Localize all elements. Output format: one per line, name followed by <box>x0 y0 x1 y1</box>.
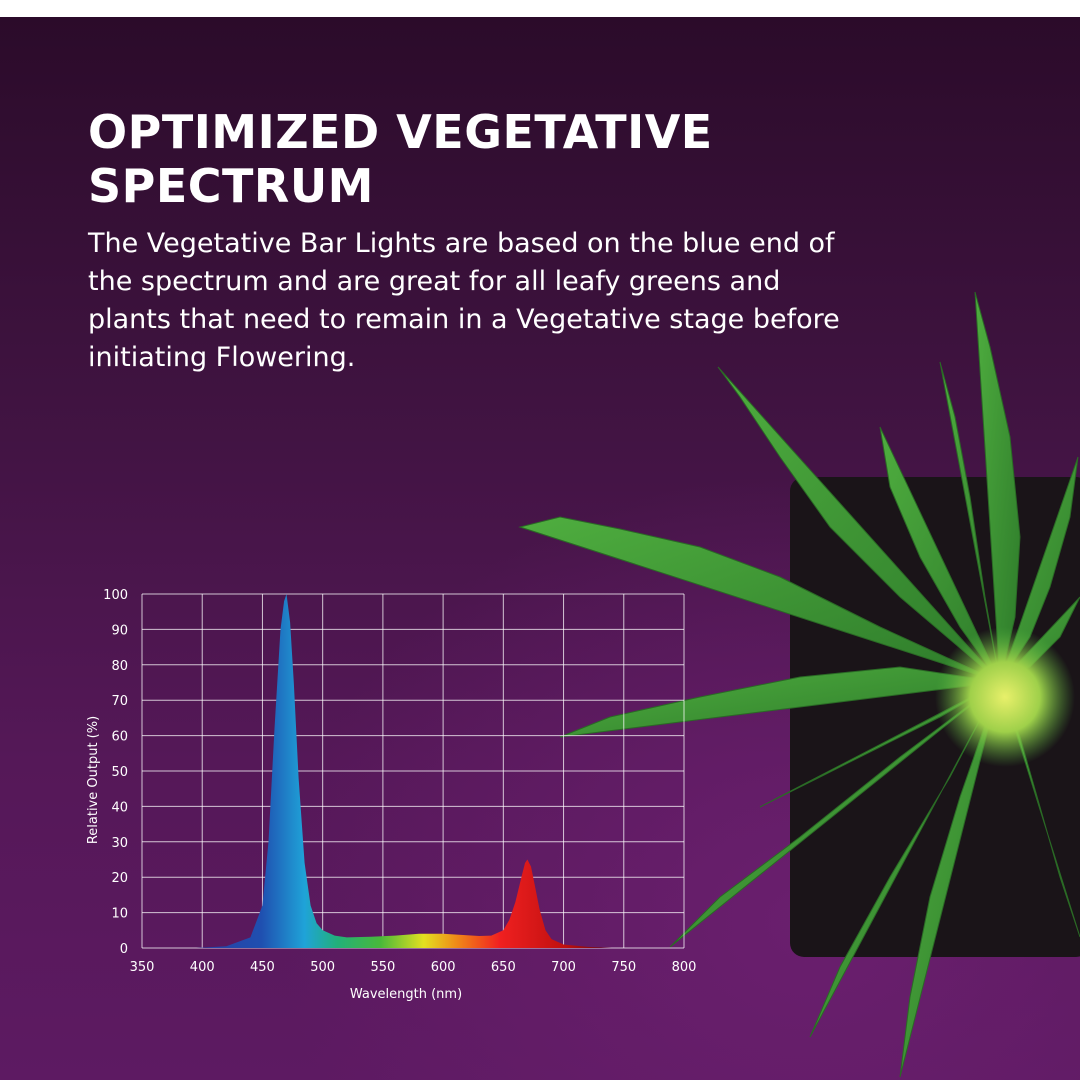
cannabis-plant-illustration <box>518 291 1080 1078</box>
chart-ticks: 350 400 450 500 550 600 650 700 750 800 0 10 20 30 40 5… <box>103 588 696 975</box>
x-tick-label: 550 <box>370 960 395 975</box>
x-tick-label: 350 <box>130 960 155 975</box>
y-tick-label: 20 <box>111 871 128 886</box>
x-tick-label: 600 <box>431 960 456 975</box>
y-tick-label: 40 <box>111 800 128 815</box>
y-tick-label: 70 <box>111 694 128 709</box>
x-tick-label: 400 <box>190 960 215 975</box>
y-tick-label: 0 <box>120 942 128 957</box>
page-title: OPTIMIZED VEGETATIVE SPECTRUM <box>88 105 713 213</box>
x-axis-label: Wavelength (nm) <box>350 987 462 1002</box>
chart-grid <box>141 593 685 949</box>
x-tick-label: 800 <box>672 960 697 975</box>
spectrum-area <box>196 594 612 948</box>
y-tick-label: 50 <box>111 765 128 780</box>
y-axis-label: Relative Output (%) <box>86 716 101 844</box>
spectrum-chart: 350 400 450 500 550 600 650 700 750 800 0 10 20 30 40 5… <box>86 588 696 1002</box>
x-tick-label: 450 <box>250 960 275 975</box>
hero-panel: OPTIMIZED VEGETATIVE SPECTRUM The Vegeta… <box>0 17 1080 1080</box>
page-description: The Vegetative Bar Lights are based on t… <box>88 228 840 373</box>
y-tick-label: 100 <box>103 588 128 603</box>
y-tick-label: 30 <box>111 836 128 851</box>
x-tick-label: 700 <box>551 960 576 975</box>
x-tick-label: 750 <box>611 960 636 975</box>
y-tick-label: 90 <box>111 623 128 638</box>
y-tick-label: 60 <box>111 730 128 745</box>
y-tick-label: 10 <box>111 907 128 922</box>
x-tick-label: 650 <box>491 960 516 975</box>
y-tick-label: 80 <box>111 659 128 674</box>
x-tick-label: 500 <box>310 960 335 975</box>
